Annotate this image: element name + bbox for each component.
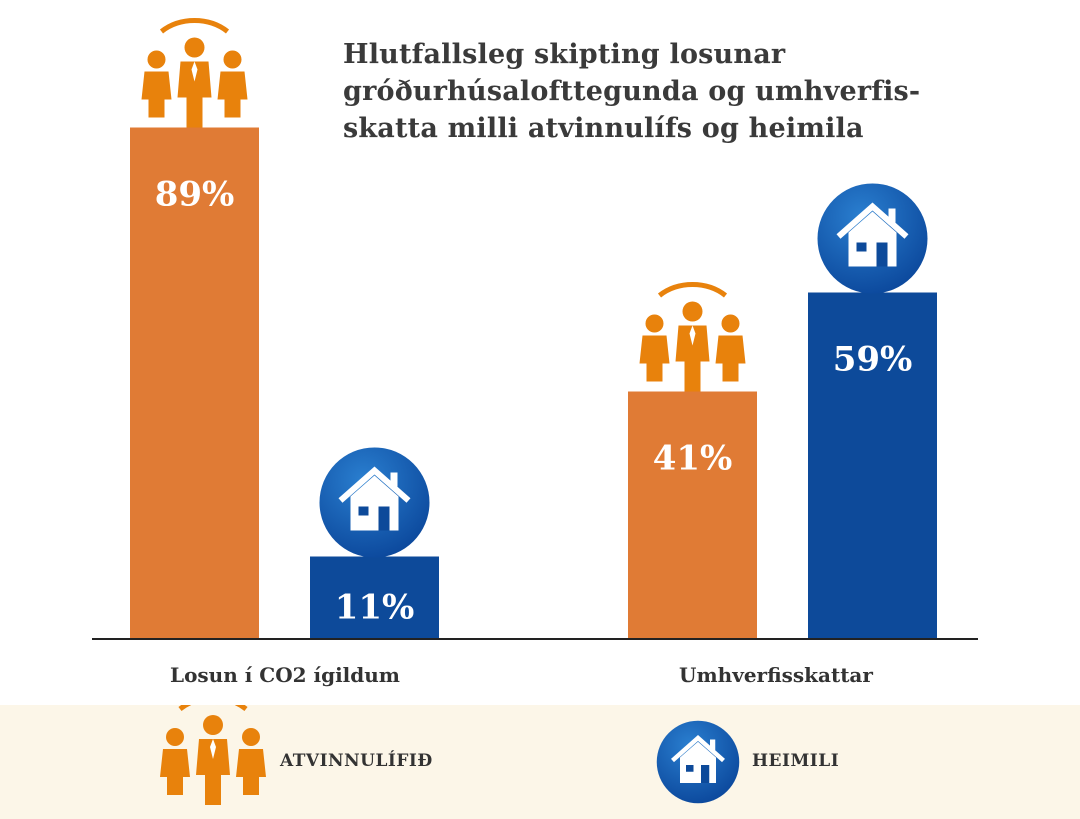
data-label: 41% bbox=[653, 439, 733, 479]
bar bbox=[310, 556, 439, 639]
bar bbox=[808, 292, 937, 639]
title-line: skatta milli atvinnulífs og heimila bbox=[343, 113, 864, 144]
bar-chart: 89% 41% 11% 59% Losun í CO2 ígildum Umhverf… bbox=[92, 0, 978, 687]
data-label: 89% bbox=[155, 175, 235, 215]
people-group-icon bbox=[640, 285, 746, 392]
legend-label-atvinnulifid: ATVINNULÍFIÐ bbox=[280, 751, 433, 771]
title-line: gróðurhúsalofttegunda og umhverfis- bbox=[343, 76, 921, 107]
people-group-icon bbox=[142, 21, 248, 128]
people-group-icon bbox=[160, 705, 270, 819]
legend-label-heimili: HEIMILI bbox=[752, 751, 840, 771]
data-label: 11% bbox=[335, 588, 415, 628]
legend: ATVINNULÍFIÐ HEIMILI bbox=[0, 705, 1080, 819]
bar bbox=[628, 391, 757, 639]
house-icon bbox=[320, 448, 430, 558]
house-icon bbox=[650, 705, 750, 819]
house-icon bbox=[818, 184, 928, 294]
chart-title: Hlutfallsleg skipting losunar gróðurhúsa… bbox=[343, 36, 943, 147]
data-label: 59% bbox=[833, 340, 913, 380]
bar bbox=[130, 127, 259, 639]
title-line: Hlutfallsleg skipting losunar bbox=[343, 39, 786, 70]
category-label: Umhverfisskattar bbox=[679, 663, 873, 687]
category-label: Losun í CO2 ígildum bbox=[170, 663, 400, 687]
